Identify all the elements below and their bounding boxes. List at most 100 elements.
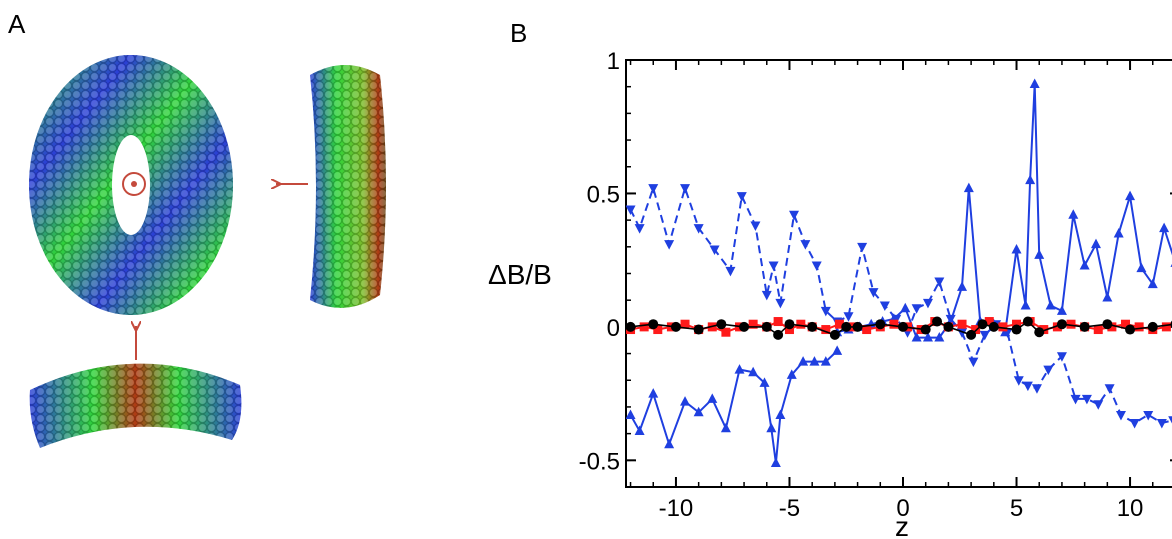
data-point	[775, 409, 786, 419]
data-point	[680, 184, 691, 194]
data-point	[968, 357, 979, 368]
data-point	[898, 321, 908, 332]
x-tick-label: 5	[1010, 495, 1023, 522]
data-point	[957, 281, 968, 291]
data-point	[770, 457, 781, 467]
series-blue-dashed-down-triangles-upper	[626, 184, 968, 338]
data-point	[1039, 325, 1049, 335]
torus-top-view	[29, 55, 233, 315]
data-point	[963, 182, 974, 193]
data-point	[891, 314, 902, 325]
data-point	[932, 316, 943, 327]
data-point	[834, 319, 844, 329]
data-point	[868, 288, 879, 298]
data-point	[750, 221, 761, 231]
data-point	[841, 321, 852, 332]
data-point	[798, 356, 809, 366]
data-point	[1043, 365, 1054, 376]
data-point	[766, 422, 777, 433]
data-point	[922, 332, 933, 342]
data-point	[911, 304, 922, 314]
data-point	[748, 366, 759, 377]
data-point	[945, 314, 956, 325]
data-point	[1011, 243, 1022, 254]
data-point	[1090, 238, 1101, 249]
panel-a-label: A	[8, 9, 26, 39]
data-point	[775, 298, 786, 309]
data-point	[626, 409, 636, 419]
data-point	[1129, 418, 1140, 429]
plot-border	[625, 59, 1172, 488]
data-point	[721, 327, 731, 337]
data-point	[709, 245, 720, 255]
data-point	[768, 261, 779, 271]
data-point	[680, 396, 691, 406]
data-point	[1156, 418, 1167, 429]
series-line	[836, 83, 1172, 339]
data-point	[1125, 324, 1136, 335]
data-point	[857, 242, 868, 253]
y-tick-label: 1	[607, 48, 620, 75]
data-point	[889, 319, 899, 329]
data-point	[761, 321, 772, 332]
data-point	[1121, 319, 1131, 329]
data-point	[786, 369, 797, 379]
data-point	[1161, 322, 1171, 332]
data-point	[1113, 227, 1124, 238]
data-point	[821, 325, 831, 335]
torus-hole	[112, 135, 150, 235]
data-point	[1056, 305, 1067, 315]
data-point	[664, 240, 675, 250]
data-point	[934, 277, 945, 288]
data-point	[1093, 325, 1103, 335]
data-point	[1034, 327, 1045, 338]
data-point	[922, 298, 933, 309]
data-point	[653, 325, 663, 335]
data-point	[979, 330, 990, 341]
data-point	[829, 329, 840, 340]
data-point	[720, 422, 731, 433]
y-axis-title: ΔB/B	[488, 259, 552, 290]
data-point	[789, 210, 800, 221]
series-blue-solid-up-triangles-lower	[626, 345, 843, 467]
x-tick-label: -5	[779, 495, 800, 522]
data-point	[807, 321, 818, 332]
torus-bottom-texture	[29, 363, 242, 448]
field-out-of-plane-icon	[122, 172, 146, 196]
data-point	[1081, 394, 1092, 405]
data-point	[1029, 78, 1040, 89]
data-point	[716, 319, 727, 330]
data-point	[626, 321, 636, 332]
series-line	[961, 322, 1172, 425]
y-tick-label: -0.5	[579, 448, 620, 475]
data-point	[1147, 321, 1158, 332]
data-point	[1066, 319, 1076, 329]
data-point	[736, 192, 747, 202]
x-tick-label: 10	[1117, 495, 1144, 522]
data-point	[934, 332, 945, 342]
data-point	[773, 329, 784, 340]
data-point	[879, 301, 890, 312]
data-point	[943, 321, 954, 332]
data-point	[1025, 174, 1036, 185]
data-point	[773, 317, 783, 327]
plot-ticks: -10 -5 0 5 10 -0.5 0 0.5 1	[579, 48, 1172, 522]
data-point	[707, 393, 718, 403]
data-point	[693, 406, 704, 417]
data-point	[626, 205, 636, 215]
data-point	[1020, 300, 1031, 310]
x-tick-label: -10	[659, 495, 694, 522]
torus-side-view	[310, 65, 386, 308]
data-point	[1052, 322, 1062, 332]
data-point	[680, 319, 690, 329]
data-point	[1093, 400, 1104, 410]
data-point	[748, 319, 758, 329]
data-point	[664, 438, 675, 449]
panel-a: A	[8, 9, 386, 448]
data-point	[957, 319, 967, 329]
data-point	[875, 319, 886, 330]
data-point	[648, 319, 659, 330]
data-point	[1070, 394, 1081, 405]
data-point	[1034, 249, 1045, 259]
